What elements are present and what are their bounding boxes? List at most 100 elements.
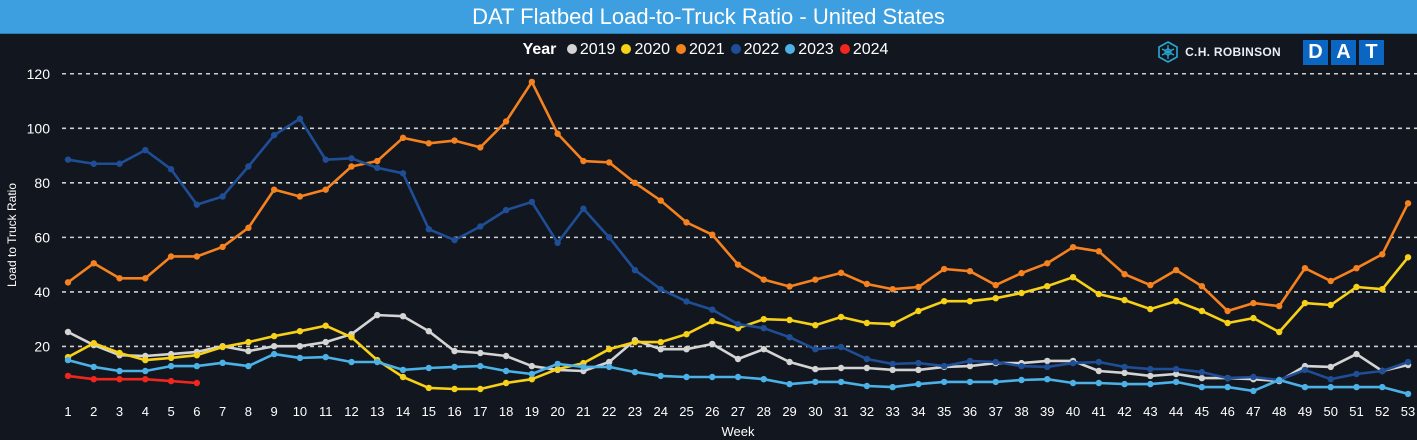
- data-point-2022: [1121, 363, 1128, 371]
- data-point-2019: [322, 338, 329, 346]
- data-point-2021: [1404, 200, 1412, 207]
- data-point-2023: [502, 367, 510, 375]
- ch-robinson-hexagon-icon: [1158, 41, 1178, 63]
- dat-letter-t: T: [1359, 39, 1384, 65]
- series-line-2021: [67, 80, 1410, 313]
- x-tick-label: 25: [679, 404, 693, 419]
- data-point-2021: [245, 224, 252, 232]
- x-tick-label: 53: [1401, 404, 1415, 419]
- legend-marker-icon: [676, 44, 687, 54]
- data-point-2023: [1172, 378, 1180, 386]
- data-point-2022: [580, 205, 587, 212]
- x-tick-label: 38: [1014, 404, 1028, 419]
- x-tick-label: 26: [705, 404, 719, 419]
- data-point-2019: [683, 345, 690, 353]
- x-tick-label: 46: [1220, 404, 1234, 419]
- data-point-2023: [657, 372, 664, 380]
- x-tick-label: 29: [782, 404, 796, 419]
- data-point-2023: [296, 354, 304, 362]
- data-point-2023: [90, 363, 97, 371]
- data-point-2020: [193, 351, 201, 359]
- legend-item-2022[interactable]: 2022: [730, 38, 780, 62]
- data-point-2022: [167, 166, 175, 173]
- data-point-2020: [1301, 299, 1309, 307]
- data-point-2019: [760, 345, 767, 353]
- data-point-2019: [1172, 370, 1180, 378]
- data-point-2019: [425, 327, 432, 335]
- data-point-2023: [1069, 379, 1077, 387]
- legend-item-2020[interactable]: 2020: [621, 38, 670, 62]
- data-point-2021: [142, 275, 149, 282]
- data-point-2022: [116, 160, 123, 167]
- data-point-2021: [1121, 270, 1128, 278]
- data-point-2022: [64, 156, 72, 163]
- x-tick-label: 51: [1349, 404, 1363, 419]
- data-point-2020: [760, 315, 767, 323]
- x-tick-label: 52: [1375, 404, 1389, 419]
- data-point-2021: [580, 157, 587, 165]
- data-point-2021: [322, 186, 329, 193]
- ch-robinson-text: C.H. ROBINSON: [1185, 45, 1281, 59]
- data-point-2022: [1044, 363, 1051, 371]
- data-point-2023: [64, 356, 72, 364]
- data-point-2019: [477, 349, 484, 357]
- data-point-2020: [915, 307, 922, 315]
- data-point-2023: [167, 362, 175, 370]
- data-point-2020: [1121, 296, 1128, 304]
- legend-marker-icon: [730, 44, 741, 54]
- data-point-2021: [1147, 281, 1154, 289]
- data-point-2021: [657, 197, 664, 204]
- data-point-2023: [451, 363, 458, 371]
- y-tick-label: 40: [34, 284, 50, 300]
- data-point-2021: [90, 260, 97, 267]
- data-point-2024: [142, 375, 149, 383]
- data-point-2023: [554, 360, 561, 368]
- data-point-2022: [1404, 358, 1412, 366]
- data-point-2024: [64, 372, 72, 380]
- data-point-2022: [1353, 370, 1360, 378]
- data-point-2023: [1275, 376, 1283, 384]
- data-point-2023: [760, 375, 767, 383]
- data-point-2019: [399, 312, 407, 320]
- data-point-2022: [1069, 359, 1077, 367]
- data-point-2023: [1147, 380, 1154, 388]
- data-point-2020: [1327, 301, 1334, 309]
- data-point-2021: [837, 269, 845, 277]
- data-point-2020: [1147, 305, 1154, 313]
- data-point-2023: [734, 373, 742, 381]
- data-point-2019: [1353, 350, 1360, 358]
- data-point-2020: [605, 345, 613, 353]
- data-point-2022: [245, 163, 252, 170]
- x-tick-label: 36: [963, 404, 977, 419]
- data-point-2021: [1095, 248, 1103, 255]
- legend-item-2021[interactable]: 2021: [676, 38, 725, 62]
- data-point-2020: [219, 343, 226, 351]
- legend-label: 2022: [743, 41, 780, 58]
- data-point-2019: [837, 364, 845, 372]
- data-point-2021: [348, 163, 355, 170]
- series-line-2022: [67, 117, 1409, 382]
- x-tick-label: 34: [911, 404, 925, 419]
- x-tick-label: 4: [142, 404, 149, 419]
- legend-item-2023[interactable]: 2023: [785, 38, 834, 62]
- data-point-2023: [193, 362, 201, 370]
- data-point-2022: [142, 146, 149, 154]
- data-point-2021: [502, 118, 510, 125]
- x-tick-label: 13: [370, 404, 384, 419]
- data-point-2020: [709, 317, 716, 325]
- data-point-2021: [966, 267, 974, 275]
- data-point-2019: [966, 362, 974, 370]
- data-point-2020: [966, 297, 974, 305]
- x-tick-label: 8: [245, 404, 252, 419]
- legend-item-2024[interactable]: 2024: [839, 38, 888, 62]
- data-point-2021: [399, 134, 407, 142]
- data-point-2022: [296, 115, 304, 122]
- data-point-2020: [477, 385, 484, 393]
- x-tick-label: 42: [1117, 404, 1131, 419]
- legend-item-2019[interactable]: 2019: [566, 38, 615, 62]
- data-point-2021: [477, 144, 484, 151]
- x-tick-label: 18: [499, 404, 513, 419]
- chart-title: DAT Flatbed Load-to-Truck Ratio - United…: [0, 0, 1417, 34]
- data-point-2021: [812, 276, 819, 283]
- data-point-2022: [915, 359, 922, 367]
